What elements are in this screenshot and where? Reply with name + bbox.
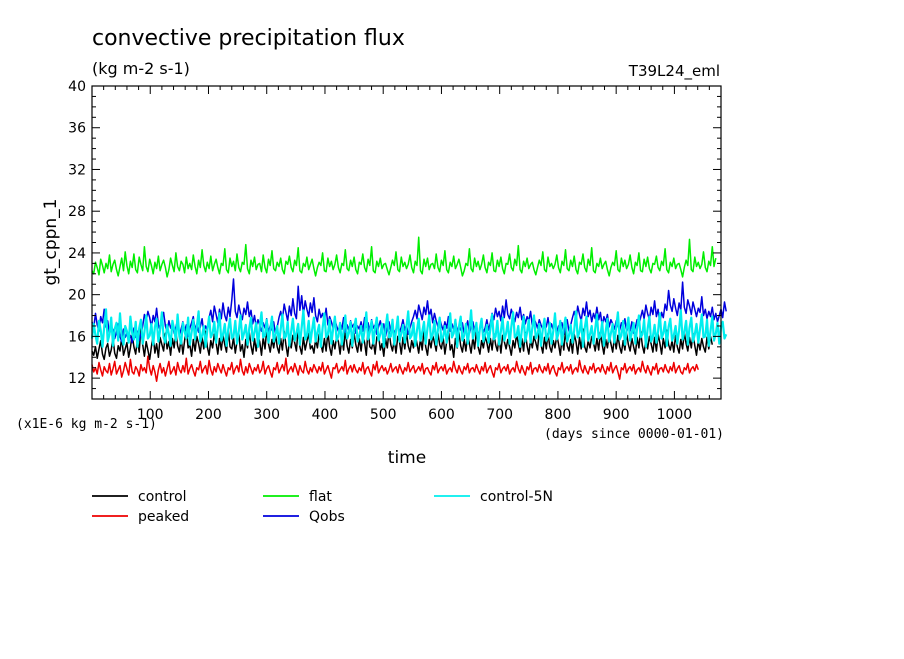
chart-title: convective precipitation flux xyxy=(92,26,405,51)
series-line-peaked xyxy=(91,355,700,383)
legend-label-flat: flat xyxy=(309,489,332,505)
y-tick-label: 28 xyxy=(68,204,86,220)
x-unit-note: (days since 0000-01-01) xyxy=(544,427,724,442)
series-line-flat xyxy=(91,236,717,278)
y-tick-label: 32 xyxy=(68,162,86,178)
plot-frame xyxy=(91,85,722,400)
legend-label-control-5n: control-5N xyxy=(480,489,553,505)
x-axis-label: time xyxy=(388,448,426,468)
series-line-control-5n xyxy=(90,308,728,348)
axis-ticks-group: 12 16 20 24 28 32 36 40 100 200 300 400 500 600 700 800… xyxy=(68,79,721,423)
x-tick-label: 200 xyxy=(195,407,222,423)
y-tick-label: 24 xyxy=(68,246,86,262)
plot-series-group xyxy=(90,236,728,383)
legend-label-peaked: peaked xyxy=(138,509,189,525)
y-axis-label: gt_cppn_1 xyxy=(41,199,61,286)
y-tick-label: 36 xyxy=(68,121,86,137)
y-tick-label: 20 xyxy=(68,288,86,304)
x-tick-label: 100 xyxy=(137,407,164,423)
chart-subtitle: (kg m-2 s-1) xyxy=(92,59,190,78)
x-tick-label: 500 xyxy=(370,407,397,423)
legend-label-qobs: Qobs xyxy=(309,509,345,525)
run-label: T39L24_eml xyxy=(628,62,720,81)
x-tick-label: 600 xyxy=(428,407,455,423)
x-tick-label: 700 xyxy=(486,407,513,423)
x-tick-label: 300 xyxy=(253,407,280,423)
y-tick-label: 12 xyxy=(68,371,86,387)
y-tick-label: 16 xyxy=(68,329,86,345)
x-tick-label: 400 xyxy=(312,407,339,423)
y-unit-note: (x1E-6 kg m-2 s-1) xyxy=(16,417,157,432)
y-tick-label: 40 xyxy=(68,79,86,95)
x-tick-label: 1000 xyxy=(657,407,693,423)
legend: control peaked flat Qobs control-5N xyxy=(92,489,553,525)
legend-label-control: control xyxy=(138,489,187,505)
x-tick-label: 900 xyxy=(603,407,630,423)
x-tick-label: 800 xyxy=(545,407,572,423)
